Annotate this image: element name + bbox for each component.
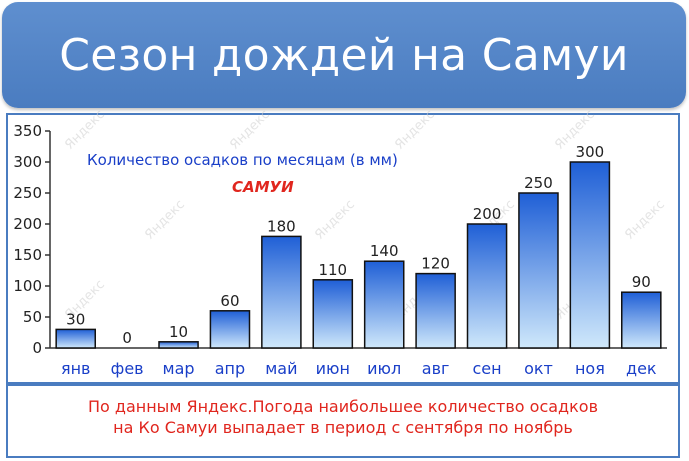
page-title: Сезон дождей на Самуи [59, 29, 629, 81]
bar-май [261, 235, 302, 349]
data-label: 0 [122, 329, 132, 347]
data-label: 250 [524, 174, 553, 192]
bar-апр [209, 310, 251, 349]
x-tick-label: авг [422, 359, 450, 378]
bar-ноя [569, 161, 611, 349]
watermark-text: Яндекс [62, 107, 108, 153]
title-banner: Сезон дождей на Самуи [2, 2, 686, 108]
x-tick-label: май [265, 359, 297, 378]
x-tick-label: апр [215, 359, 245, 378]
y-tick-label: 150 [13, 246, 42, 264]
x-tick-label: мар [163, 359, 195, 378]
y-tick-label: 200 [13, 215, 42, 233]
data-label: 120 [421, 255, 450, 273]
y-tick-label: 300 [13, 153, 42, 171]
footer-line-2: на Ко Самуи выпадает в период с сентября… [113, 418, 573, 437]
x-tick-label: июл [367, 359, 401, 378]
x-tick-label: ноя [575, 359, 605, 378]
data-label: 60 [220, 292, 239, 310]
y-tick-label: 0 [32, 339, 42, 357]
bar-окт [518, 192, 559, 349]
footer-text: По данным Яндекс.Погода наибольшее колич… [8, 396, 678, 438]
watermark-text: Яндекс [622, 197, 668, 243]
bars: 30 янв 0 фев 10 мар 60 апр 180 май 110 июн 140 июл 120… [55, 143, 662, 378]
y-tick-label: 50 [23, 308, 42, 326]
x-tick-label: янв [61, 359, 91, 378]
x-tick-label: окт [524, 359, 553, 378]
bar-июн [312, 279, 354, 349]
x-tick-label: июн [316, 359, 350, 378]
watermark-text: Яндекс [392, 107, 438, 153]
footer-note: По данным Яндекс.Погода наибольшее колич… [6, 384, 680, 458]
data-label: 300 [576, 143, 605, 161]
data-label: 200 [473, 205, 502, 223]
bar-янв [55, 328, 96, 349]
bar-июл [363, 260, 405, 349]
data-label: 90 [632, 273, 651, 291]
data-label: 180 [267, 217, 296, 235]
chart-subtitle: САМУИ [232, 178, 294, 196]
x-tick-label: сен [472, 359, 501, 378]
data-label: 10 [169, 323, 188, 341]
watermark-text: Яндекс [312, 197, 358, 243]
chart-title: Количество осадков по месяцам (в мм) [87, 151, 398, 169]
x-tick-label: фев [111, 359, 144, 378]
watermark-text: Яндекс [227, 107, 273, 153]
y-tick-label: 250 [13, 184, 42, 202]
data-label: 30 [66, 310, 85, 328]
y-tick-label: 350 [13, 122, 42, 140]
x-tick-label: дек [626, 359, 657, 378]
footer-line-1: По данным Яндекс.Погода наибольшее колич… [87, 397, 598, 416]
bar-дек [621, 291, 662, 349]
data-label: 140 [370, 242, 399, 260]
watermark-text: Яндекс [142, 197, 188, 243]
bar-сен [466, 223, 508, 349]
bar-авг [415, 272, 456, 349]
bar-мар [158, 341, 199, 349]
y-tick-label: 100 [13, 277, 42, 295]
data-label: 110 [318, 261, 347, 279]
